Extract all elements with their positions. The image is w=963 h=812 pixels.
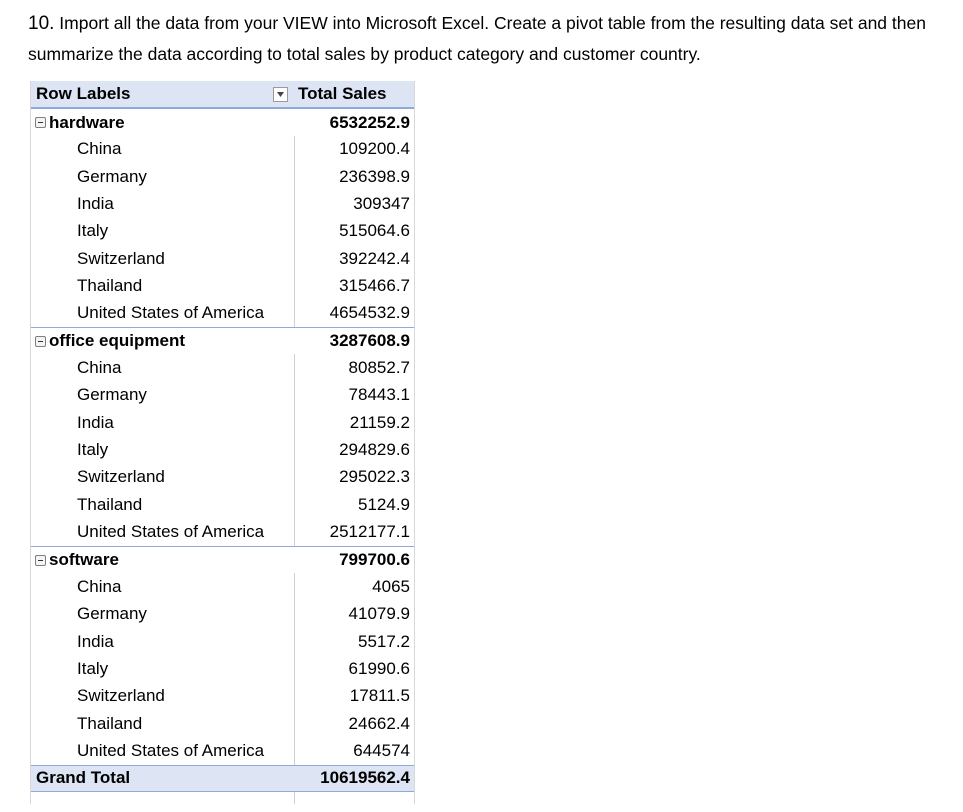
country-row: Italy 515064.6 (31, 217, 414, 246)
category-name: software (49, 550, 119, 570)
country-label: Germany (77, 385, 147, 405)
country-row: United States of America 2512177.1 (31, 518, 414, 546)
country-value: 294829.6 (294, 436, 414, 464)
country-label: United States of America (77, 740, 265, 760)
country-value: 5517.2 (294, 627, 414, 656)
row-labels-header: Row Labels (31, 81, 294, 107)
question-number: 10. (28, 13, 55, 34)
country-value: 2512177.1 (294, 518, 414, 546)
category-label: hardware (31, 113, 294, 133)
category-row: office equipment 3287608.9 (31, 327, 414, 354)
country-row: Germany 236398.9 (31, 163, 414, 191)
category-row: hardware 6532252.9 (31, 108, 414, 135)
pivot-tail (31, 791, 414, 804)
country-label: China (77, 139, 122, 159)
country-row: United States of America 4654532.9 (31, 299, 414, 328)
country-value: 24662.4 (294, 709, 414, 738)
total-sales-header: Total Sales (298, 84, 387, 104)
country-row: China 109200.4 (31, 135, 414, 164)
question-text: Import all the data from your VIEW into … (28, 13, 926, 64)
category-name: office equipment (49, 331, 186, 351)
country-row: Thailand 5124.9 (31, 491, 414, 519)
country-value: 236398.9 (294, 163, 414, 191)
grand-total-row: Grand Total 10619562.4 (31, 764, 414, 792)
country-label: China (77, 358, 122, 378)
collapse-icon[interactable] (35, 117, 46, 129)
country-row: Switzerland 392242.4 (31, 245, 414, 273)
category-name: hardware (49, 112, 125, 132)
country-row: China 80852.7 (31, 354, 414, 382)
country-label: India (77, 412, 114, 432)
row-labels-header-text: Row Labels (36, 84, 131, 104)
category-label: software (31, 550, 294, 570)
collapse-icon[interactable] (35, 335, 46, 347)
country-row: China 4065 (31, 573, 414, 601)
country-value: 295022.3 (294, 463, 414, 492)
country-value: 17811.5 (294, 682, 414, 710)
country-label: Thailand (77, 713, 143, 733)
country-value: 4065 (294, 573, 414, 601)
country-row: Switzerland 295022.3 (31, 463, 414, 492)
country-row: India 309347 (31, 190, 414, 218)
country-row: Italy 294829.6 (31, 436, 414, 464)
country-row: United States of America 644574 (31, 737, 414, 765)
category-row: software 799700.6 (31, 545, 414, 573)
country-label: Thailand (77, 276, 143, 296)
grand-total-label: Grand Total (36, 768, 131, 788)
category-total: 3287608.9 (329, 331, 410, 351)
country-label: Italy (77, 658, 109, 678)
country-label: Italy (77, 440, 109, 460)
country-label: United States of America (77, 303, 265, 323)
country-label: Switzerland (77, 467, 165, 487)
country-label: India (77, 194, 114, 214)
country-label: Switzerland (77, 248, 165, 268)
category-total: 6532252.9 (329, 112, 410, 132)
country-label: United States of America (77, 522, 265, 542)
country-row: Germany 41079.9 (31, 600, 414, 628)
pivot-table: Row Labels Total Sales hardware 6532252.9… (30, 81, 415, 804)
country-label: India (77, 631, 114, 651)
country-label: Italy (77, 221, 109, 241)
country-label: Germany (77, 604, 147, 624)
country-row: India 21159.2 (31, 409, 414, 437)
country-value: 392242.4 (294, 245, 414, 273)
category-label: office equipment (31, 331, 294, 351)
country-row: India 5517.2 (31, 627, 414, 656)
country-value: 78443.1 (294, 381, 414, 410)
instructions-text: 10. Import all the data from your VIEW i… (28, 8, 948, 69)
country-label: Germany (77, 166, 147, 186)
country-value: 644574 (294, 737, 414, 765)
country-value: 80852.7 (294, 354, 414, 382)
country-row: Thailand 24662.4 (31, 709, 414, 738)
country-row: Italy 61990.6 (31, 655, 414, 683)
country-value: 21159.2 (294, 409, 414, 437)
country-value: 5124.9 (294, 491, 414, 519)
category-total: 799700.6 (339, 550, 410, 570)
country-label: Switzerland (77, 686, 165, 706)
country-label: Thailand (77, 494, 143, 514)
country-value: 61990.6 (294, 655, 414, 683)
pivot-header-row: Row Labels Total Sales (31, 81, 414, 109)
country-row: Switzerland 17811.5 (31, 682, 414, 710)
country-label: China (77, 576, 122, 596)
country-row: Thailand 315466.7 (31, 272, 414, 300)
country-value: 109200.4 (294, 135, 414, 164)
filter-dropdown-icon[interactable] (273, 86, 288, 102)
country-value: 515064.6 (294, 217, 414, 246)
country-value: 4654532.9 (294, 299, 414, 328)
country-value: 41079.9 (294, 600, 414, 628)
country-row: Germany 78443.1 (31, 381, 414, 410)
collapse-icon[interactable] (35, 554, 46, 566)
country-value: 315466.7 (294, 272, 414, 300)
grand-total-value: 10619562.4 (320, 768, 410, 788)
pivot-body: hardware 6532252.9 China 109200.4 Germany 236… (31, 108, 414, 765)
country-value: 309347 (294, 190, 414, 218)
